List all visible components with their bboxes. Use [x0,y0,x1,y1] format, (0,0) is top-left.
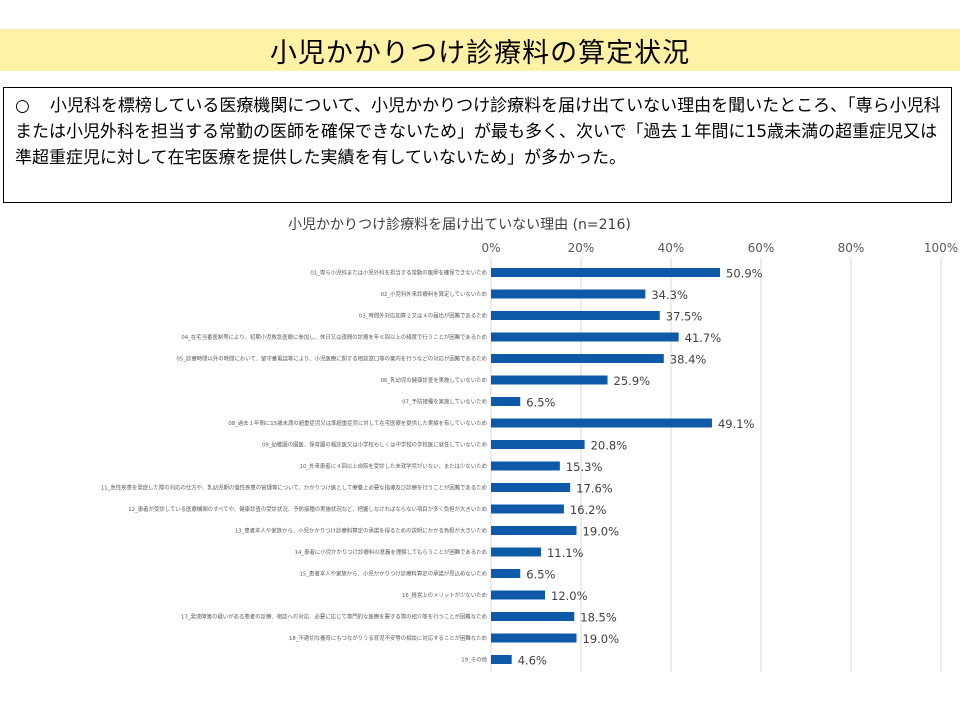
bar [491,633,577,643]
bar [491,289,646,299]
data-label: 49.1% [718,417,755,431]
data-label: 6.5% [526,396,555,410]
bar [491,311,660,320]
category-label: 18_不適切な養育にもつながりうる育児不安等の相談に対応することが困難なため [289,634,487,642]
x-tick-label: 100% [924,241,958,255]
category-label: 09_幼稚園の園医、保育園の嘱託医又は小学校もしくは中学校の学校医に就任していな… [262,441,487,449]
data-label: 16.2% [570,503,607,517]
category-label: 06_乳幼児の健康診査を実施していないため [381,376,487,384]
data-label: 4.6% [518,654,547,668]
category-label: 11_急性疾患を発症した際の対応の仕方や、乳幼児期の慢性疾患の管理等について、か… [101,484,487,492]
data-label: 18.5% [580,611,617,625]
bar [491,655,512,664]
bar [491,375,608,385]
bar [491,268,721,277]
data-label: 38.4% [670,353,707,367]
title-band: 小児かかりつけ診療料の算定状況 [0,29,960,71]
category-label: 03_時間外対応加算２又は４の届出が困難であるため [359,312,487,320]
bar [491,418,712,428]
bar [491,504,564,514]
x-tick-label: 40% [658,241,685,255]
summary-box: ○ 小児科を標榜している医療機関について、小児かかりつけ診療料を届け出ていない理由… [3,87,952,203]
category-label: 16_経営上のメリットが少ないため [402,591,487,599]
data-label: 19.0% [583,632,620,646]
x-tick-label: 60% [748,241,775,255]
category-label: 12_患者が受診している医療機関のすべてや、健康診査の受診状況、予防接種の実施状… [128,505,487,513]
bar [491,483,571,492]
data-label: 50.9% [726,267,763,281]
category-label: 14_患者に小児かかりつけ診療料の意義を理解してもらうことが困難であるため [295,548,487,556]
x-tick-label: 80% [838,241,865,255]
data-label: 20.8% [591,439,628,453]
bar [491,461,560,471]
summary-bullet: ○ [15,96,30,116]
category-label: 01_専ら小児科または小児外科を担当する常勤の医師を確保できないため [310,269,487,277]
data-label: 41.7% [685,331,722,345]
bar [491,354,664,363]
bar [491,332,679,342]
bar [491,526,577,535]
x-tick-label: 0% [481,241,500,255]
data-label: 11.1% [547,546,584,560]
bar [491,397,521,406]
summary-text: 小児科を標榜している医療機関について、小児かかりつけ診療料を届け出ていない理由を… [15,96,941,168]
category-label: 07_予防接種を実施していないため [402,398,487,406]
bar [491,590,545,600]
category-label: 04_在宅当番医制等により、初期小児救急医療に参加し、休日又は夜間の診療を年６回… [181,333,487,341]
data-label: 34.3% [651,288,688,302]
bar [491,612,575,621]
bar [491,547,541,557]
data-label: 17.6% [576,482,613,496]
chart-title: 小児かかりつけ診療料を届け出ていない理由 (n=216) [288,217,631,233]
category-label: 17_発達障害の疑いがある患者の診療、相談への対応、必要に応じて専門的な医療を要… [181,613,487,621]
data-label: 37.5% [666,310,703,324]
x-tick-label: 20% [568,241,595,255]
category-label: 19_その他 [461,656,487,664]
data-label: 19.0% [583,525,620,539]
slide-title: 小児かかりつけ診療料の算定状況 [269,37,691,69]
category-label: 15_患者本人や家族から、小児かかりつけ診療料算定の承諾が見込めないため [300,570,488,578]
data-label: 25.9% [614,374,651,388]
category-label: 02_小児科外来診療料を算定していないため [381,290,487,298]
bar [491,440,585,449]
data-label: 15.3% [566,460,603,474]
category-label: 05_診療時間以外の時間において、留守番電話等により、小児医療に関する相談窓口等… [176,355,487,363]
bar [491,569,521,578]
data-label: 6.5% [526,568,555,582]
category-label: 13_患者本人や家族から、小児かかりつけ診療料算定の承諾を得るための説明にかかる… [235,527,487,535]
category-label: 08_過去１年間に15歳未満の超重症児又は準超重症児に対して在宅医療を提供した実… [228,419,487,427]
data-label: 12.0% [551,589,588,603]
category-label: 10_外来患者に４回以上自院を受診した未就学児がいない、または少ないため [300,462,487,470]
